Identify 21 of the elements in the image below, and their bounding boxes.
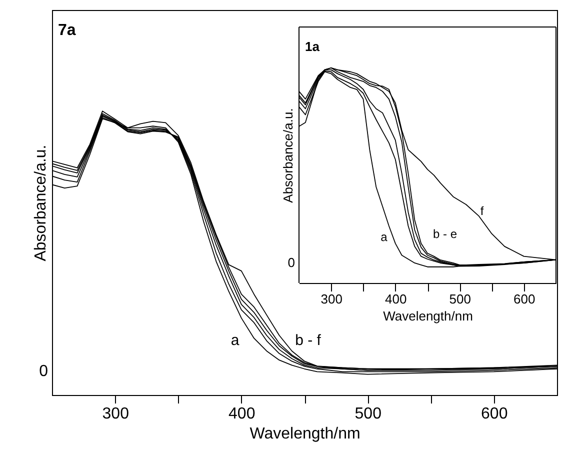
y-axis-title: Absorbance/a.u. — [280, 108, 296, 203]
x-axis-title: Wavelength/nm — [383, 308, 473, 324]
annotation: f — [480, 204, 484, 218]
x-tick-label: 300 — [320, 292, 342, 306]
annotation: b - f — [295, 332, 322, 349]
x-tick-label: 500 — [449, 292, 471, 306]
x-tick-label: 600 — [514, 292, 536, 306]
annotation: b - e — [432, 227, 458, 241]
x-tick-label: 300 — [102, 406, 130, 422]
text: 0 — [39, 363, 48, 380]
x-tick-label: 600 — [481, 406, 508, 422]
x-tick-label: 500 — [354, 406, 382, 422]
annotation: 0 — [288, 255, 295, 270]
x-tick-label: 400 — [228, 406, 256, 422]
annotation: a — [380, 230, 388, 244]
chart-title: 7a — [58, 22, 76, 39]
y-axis-title: Absorbance/a.u. — [32, 144, 50, 262]
annotation: a — [230, 332, 240, 349]
x-tick-label: 400 — [385, 292, 407, 306]
x-axis-title: Wavelength/nm — [250, 426, 360, 442]
chart-title: 1a — [305, 39, 320, 54]
